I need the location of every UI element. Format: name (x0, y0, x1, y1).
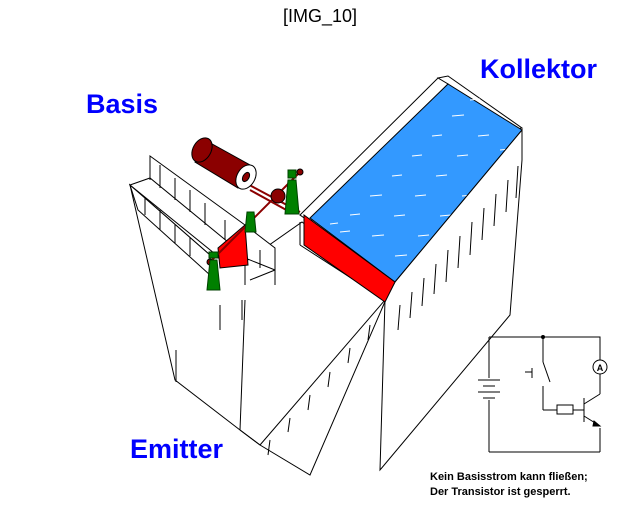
basis-label: Basis (86, 89, 158, 120)
roller-weight (188, 134, 261, 193)
kollektor-label: Kollektor (480, 54, 597, 85)
linkage-pivot (271, 189, 285, 203)
caption-line-2: Der Transistor ist gesperrt. (430, 485, 588, 500)
caption: Kein Basisstrom kann fließen; Der Transi… (430, 470, 588, 500)
emitter-label: Emitter (130, 434, 223, 465)
caption-line-1: Kein Basisstrom kann fließen; (430, 470, 588, 485)
ammeter-symbol: A (597, 363, 604, 373)
circuit-schematic (478, 336, 607, 453)
